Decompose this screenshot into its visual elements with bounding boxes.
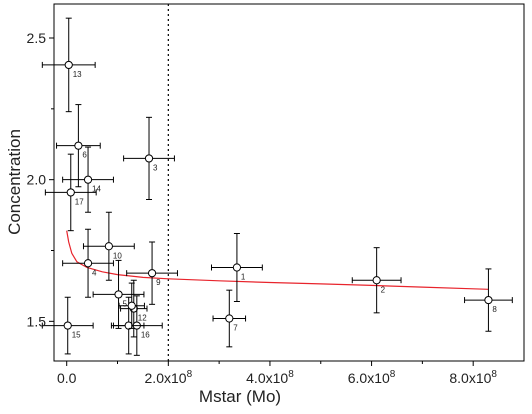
- data-point: 9: [126, 241, 178, 305]
- point-label: 17: [75, 197, 84, 206]
- point-marker: [124, 321, 133, 330]
- point-label: 10: [113, 251, 122, 260]
- data-point: 8: [464, 268, 513, 332]
- point-label: 8: [492, 305, 497, 314]
- point-label: 5: [123, 299, 128, 308]
- y-tick-label: 2.5: [27, 30, 47, 46]
- fit-curve-group: [66, 230, 489, 290]
- data-point: 4: [62, 228, 114, 298]
- data-point: 10: [82, 211, 135, 281]
- y-axis-ticks: 1.5 2.0 2.5: [27, 30, 54, 329]
- data-point: [118, 282, 145, 329]
- point-label: 1: [241, 273, 246, 282]
- y-axis-title: Concentration: [5, 129, 24, 235]
- point-marker: [104, 242, 113, 251]
- data-point: 7: [212, 289, 247, 348]
- data-point: 5: [92, 259, 145, 329]
- point-label: 15: [72, 331, 81, 340]
- y-tick-label: 2.0: [27, 172, 47, 188]
- data-point: 6: [56, 104, 101, 188]
- x-tick-label: 0.0: [57, 370, 77, 386]
- data-point: 17: [44, 153, 97, 232]
- point-marker: [83, 175, 93, 184]
- x-tick-label: 2.0x108: [145, 369, 193, 386]
- point-label: 9: [156, 278, 161, 287]
- x-tick-label: 4.0x108: [246, 369, 294, 386]
- point-marker: [63, 321, 72, 330]
- plot-frame: [53, 3, 525, 362]
- point-label: 4: [92, 268, 97, 277]
- x-axis-ticks: 0.0 2.0x108 4.0x108 6.0x108 8.0x108: [57, 361, 497, 386]
- point-label: 6: [82, 151, 87, 160]
- data-point: 2: [351, 247, 402, 314]
- fit-curve: [66, 230, 489, 290]
- point-label: 13: [73, 70, 82, 79]
- point-marker: [232, 263, 242, 272]
- x-tick-label: 6.0x108: [348, 369, 396, 386]
- y-tick-label: 1.5: [27, 313, 47, 329]
- point-label: 3: [153, 163, 158, 172]
- point-marker: [66, 188, 75, 197]
- point-marker: [484, 295, 493, 305]
- x-axis-title: Mstar (Mo): [199, 387, 281, 406]
- point-marker: [127, 301, 136, 310]
- data-point: 13: [41, 17, 96, 113]
- point-marker: [372, 276, 381, 285]
- point-marker: [64, 60, 73, 70]
- x-tick-label: 8.0x108: [449, 369, 497, 386]
- point-label: 7: [233, 324, 238, 333]
- point-marker: [225, 314, 234, 323]
- point-marker: [147, 269, 157, 278]
- point-marker: [144, 154, 154, 163]
- point-marker: [83, 259, 93, 268]
- data-point: 1: [211, 233, 263, 302]
- point-marker: [114, 290, 123, 299]
- point-label: 12: [138, 314, 147, 323]
- data-point: 3: [123, 116, 175, 200]
- data-point: 14: [62, 146, 114, 213]
- point-label: 2: [381, 285, 386, 294]
- point-label: 14: [92, 185, 101, 194]
- point-marker: [74, 141, 83, 150]
- data-point: 15: [41, 296, 94, 355]
- point-label: 16: [141, 331, 150, 340]
